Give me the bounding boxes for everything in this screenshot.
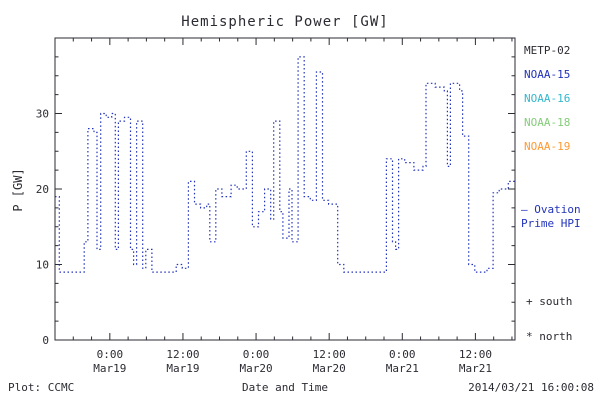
axis-box (54, 37, 516, 341)
x-tick-label-time: 0:00 (243, 348, 270, 361)
y-tick-label: 10 (36, 259, 49, 272)
x-tick-label-date: Mar21 (386, 362, 419, 375)
legend-south-marker: + south (526, 295, 573, 308)
legend-item-noaa16: NOAA-16 (524, 92, 571, 105)
x-tick-label-time: 12:00 (313, 348, 346, 361)
legend-item-metp02: METP-02 (524, 44, 571, 57)
y-tick-label: 20 (36, 183, 49, 196)
hpi-step-line (55, 56, 515, 273)
x-tick-label-time: 12:00 (459, 348, 492, 361)
plot-credit: Plot: CCMC (8, 381, 75, 394)
legend-item-noaa18: NOAA-18 (524, 116, 571, 129)
legend-ovation-prime-hpi: — Ovation Prime HPI (521, 203, 581, 230)
x-tick-label-date: Mar20 (313, 362, 346, 375)
x-tick-label-time: 0:00 (97, 348, 124, 361)
legend-north-marker: * north (526, 330, 573, 343)
x-tick-label-date: Mar21 (459, 362, 492, 375)
x-tick-label-time: 0:00 (389, 348, 416, 361)
x-tick-label-date: Mar19 (93, 362, 126, 375)
x-axis-label: Date and Time (241, 381, 329, 394)
legend-item-noaa19: NOAA-19 (524, 140, 571, 153)
x-tick-label-time: 12:00 (166, 348, 199, 361)
plot-timestamp: 2014/03/21 16:00:08 (468, 381, 594, 394)
legend-item-noaa15: NOAA-15 (524, 68, 571, 81)
y-tick-label: 0 (42, 334, 49, 347)
x-tick-label-date: Mar20 (239, 362, 272, 375)
chart-title: Hemispheric Power [GW] (181, 14, 389, 30)
y-tick-label: 30 (36, 108, 49, 121)
x-tick-label-date: Mar19 (166, 362, 199, 375)
